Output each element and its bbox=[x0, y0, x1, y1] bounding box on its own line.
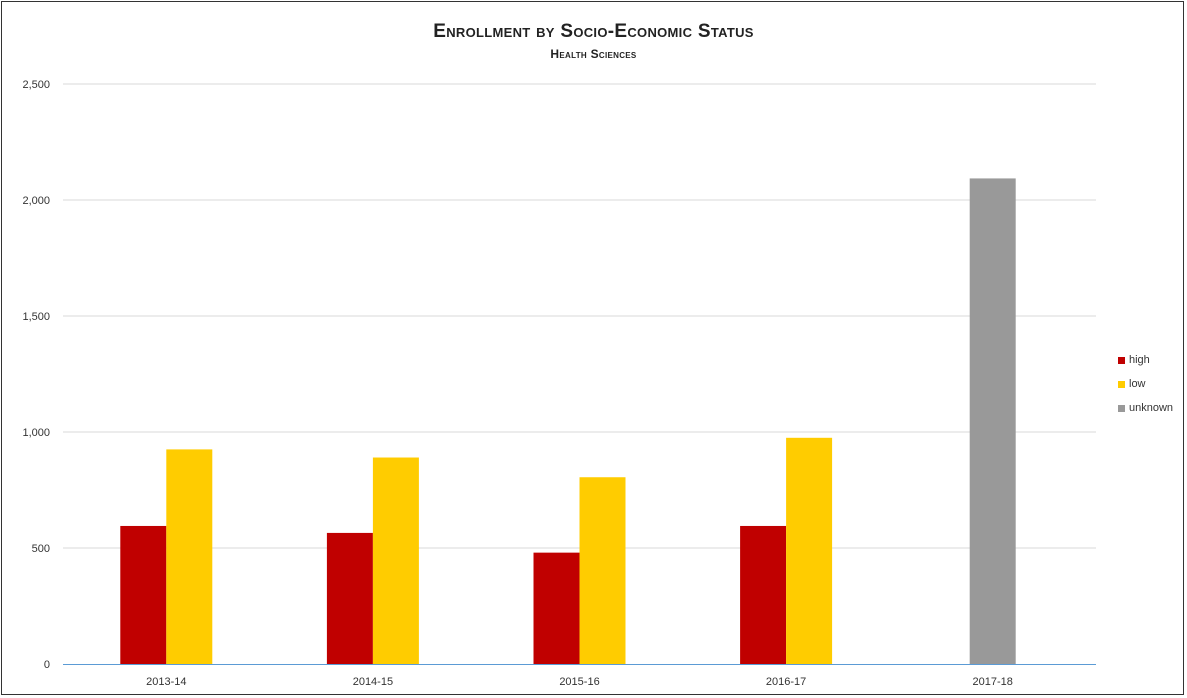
chart-title: Enrollment by Socio-Economic Status bbox=[433, 21, 754, 42]
x-axis-tick-labels: 2013-14 2014-15 2015-16 2016-17 2017-18 bbox=[146, 676, 1013, 688]
legend-item-unknown: unknown bbox=[1118, 396, 1184, 420]
legend-label: low bbox=[1129, 378, 1146, 390]
legend-item-high: high bbox=[1118, 348, 1184, 372]
x-tick-label: 2016-17 bbox=[766, 676, 806, 688]
legend: high low unknown bbox=[1118, 348, 1184, 420]
legend-swatch bbox=[1118, 404, 1125, 412]
bar-low-2016-17 bbox=[786, 437, 833, 664]
x-tick-label: 2013-14 bbox=[146, 676, 186, 688]
bar-high-2014-15 bbox=[326, 532, 373, 664]
bar-high-2013-14 bbox=[120, 525, 167, 664]
legend-label: unknown bbox=[1129, 402, 1174, 414]
bar-low-2014-15 bbox=[372, 457, 419, 664]
bar-low-2015-16 bbox=[579, 477, 626, 664]
bar-high-2015-16 bbox=[533, 552, 580, 664]
y-tick-label: 2,000 bbox=[22, 195, 50, 207]
y-axis-tick-labels: 0 500 1,000 1,500 2,000 2,500 bbox=[22, 79, 50, 671]
y-tick-label: 1,500 bbox=[22, 311, 50, 323]
y-tick-label: 2,500 bbox=[22, 79, 50, 91]
bar-high-2016-17 bbox=[740, 525, 787, 664]
legend-swatch bbox=[1118, 380, 1125, 388]
bar-unknown-2017-18 bbox=[969, 178, 1016, 664]
x-tick-label: 2017-18 bbox=[973, 676, 1013, 688]
bar-low-2013-14 bbox=[166, 449, 213, 664]
legend-item-low: low bbox=[1118, 372, 1184, 396]
bars bbox=[120, 178, 1016, 664]
legend-swatch bbox=[1118, 356, 1125, 364]
gridlines bbox=[63, 83, 1096, 549]
y-tick-label: 0 bbox=[44, 659, 50, 671]
y-tick-label: 1,000 bbox=[22, 427, 50, 439]
y-tick-label: 500 bbox=[32, 543, 50, 555]
x-tick-label: 2015-16 bbox=[559, 676, 599, 688]
x-tick-label: 2014-15 bbox=[353, 676, 393, 688]
legend-label: high bbox=[1129, 354, 1150, 366]
chart-subtitle: Health Sciences bbox=[550, 47, 637, 61]
